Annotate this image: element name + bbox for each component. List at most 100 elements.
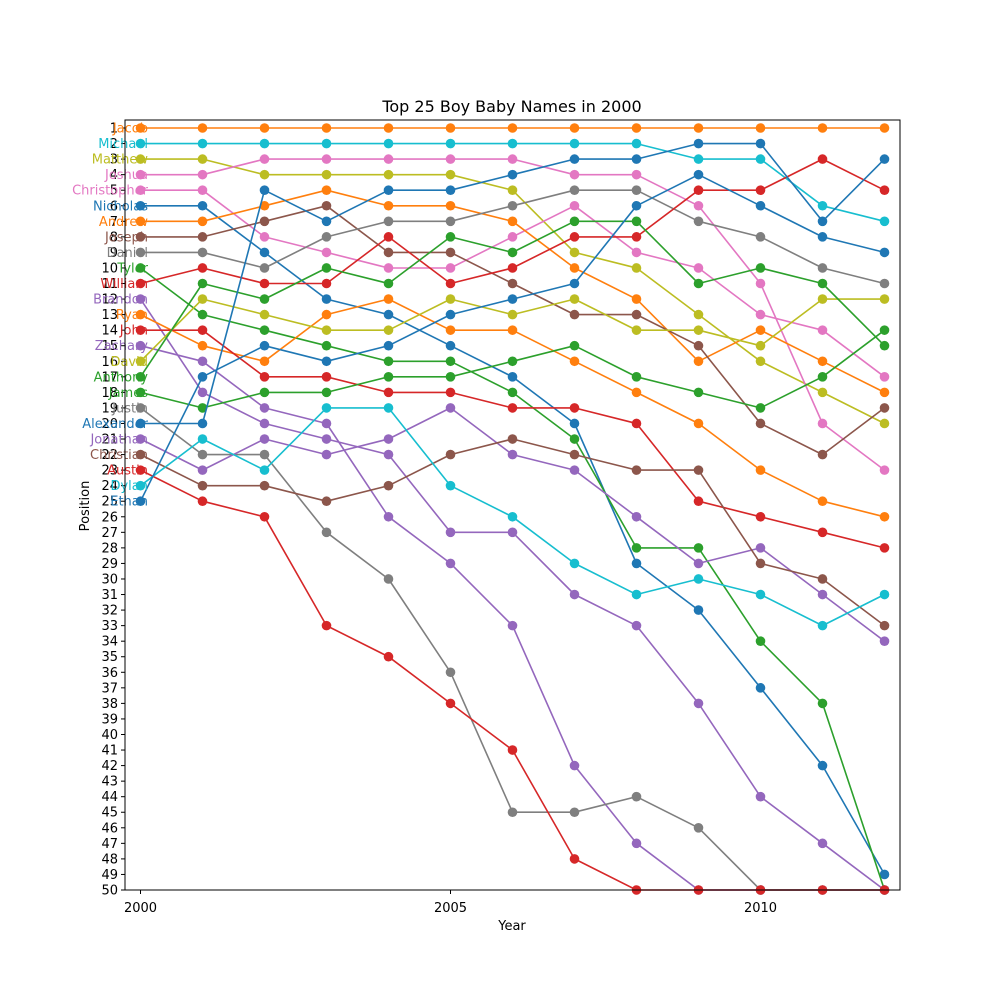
data-point-zachary	[383, 511, 394, 522]
data-point-nicholas	[135, 200, 146, 211]
data-point-james	[259, 387, 270, 398]
data-point-jonathan	[135, 434, 146, 444]
data-point-joseph	[197, 232, 208, 242]
data-point-brandon	[259, 418, 270, 429]
data-point-joseph	[507, 278, 518, 289]
data-point-ethan	[259, 340, 270, 351]
data-point-nicholas	[755, 683, 766, 693]
series-christian	[135, 434, 890, 631]
data-point-ryan	[135, 309, 146, 320]
data-point-austin	[197, 496, 208, 507]
data-point-nicholas	[693, 605, 704, 615]
data-point-ryan	[693, 418, 704, 429]
data-point-christian	[755, 558, 766, 569]
series-ryan	[135, 294, 890, 522]
data-point-ethan	[135, 496, 146, 507]
data-point-william	[817, 154, 828, 164]
data-point-william	[445, 278, 456, 289]
series-label-daniel: Daniel	[107, 246, 148, 261]
y-tick-label: 13	[101, 308, 118, 323]
y-tick-label: 3	[110, 153, 118, 168]
series-anthony	[135, 216, 890, 382]
data-point-dylan	[135, 480, 146, 491]
data-point-ryan	[197, 340, 208, 351]
y-tick-label: 48	[101, 852, 118, 867]
data-point-anthony	[321, 263, 332, 273]
data-point-james	[879, 325, 890, 335]
data-point-joshua	[135, 169, 146, 180]
axis-ticks: 2000 2005 20101234567891011121314151617181…	[101, 122, 777, 917]
y-tick-label: 17	[101, 370, 118, 385]
data-point-tyler	[197, 309, 208, 320]
data-point-david	[383, 325, 394, 335]
series-label-zachary: Zachary	[95, 339, 149, 354]
y-tick-label: 33	[101, 619, 118, 634]
data-point-dylan	[507, 511, 518, 522]
series-jacob	[135, 123, 890, 133]
data-point-james	[569, 340, 580, 351]
data-point-william	[259, 278, 270, 289]
data-point-nicholas	[197, 200, 208, 211]
data-point-justin	[507, 807, 518, 818]
data-point-ryan	[507, 325, 518, 335]
data-point-christopher	[383, 263, 394, 273]
data-point-zachary	[569, 760, 580, 771]
data-point-anthony	[259, 294, 270, 304]
series-label-joshua: Joshua	[104, 168, 148, 183]
data-point-matthew	[507, 185, 518, 196]
data-point-christian	[135, 449, 146, 460]
data-point-anthony	[507, 247, 518, 258]
data-point-alexander	[755, 138, 766, 149]
data-point-alexander	[569, 154, 580, 164]
y-tick-label: 14	[101, 324, 118, 339]
series-label-christian: Christian	[90, 448, 148, 463]
data-point-justin	[259, 449, 270, 460]
series-william	[135, 154, 890, 289]
data-point-jonathan	[321, 449, 332, 460]
data-point-matthew	[321, 169, 332, 180]
data-point-zachary	[445, 558, 456, 569]
data-point-anthony	[569, 216, 580, 227]
data-point-matthew	[879, 418, 890, 429]
data-point-joseph	[383, 247, 394, 258]
series-label-christopher: Christopher	[72, 184, 149, 199]
data-point-james	[817, 372, 828, 382]
data-point-matthew	[631, 263, 642, 273]
y-tick-label: 32	[101, 604, 118, 619]
data-point-andrew	[569, 263, 580, 273]
data-point-alexander	[817, 216, 828, 227]
data-point-zachary	[507, 620, 518, 631]
series-group	[135, 123, 890, 895]
data-point-christian	[817, 574, 828, 584]
data-point-james	[507, 356, 518, 367]
y-tick-label: 7	[110, 215, 118, 230]
data-point-anthony	[383, 278, 394, 289]
y-tick-label: 44	[101, 790, 118, 805]
data-point-david	[259, 309, 270, 320]
data-point-brandon	[693, 698, 704, 709]
series-label-william: William	[100, 277, 148, 292]
data-point-dylan	[817, 620, 828, 631]
data-point-james	[755, 403, 766, 413]
data-point-jacob	[755, 123, 766, 133]
x-tick-label: 2010	[744, 901, 777, 916]
data-point-brandon	[755, 791, 766, 802]
data-point-austin	[507, 745, 518, 755]
data-point-john	[693, 496, 704, 507]
y-tick-label: 6	[110, 199, 118, 214]
series-name-labels: JacobMichaelMatthewJoshuaChristopherNich…	[72, 122, 149, 510]
series-brandon	[135, 294, 890, 895]
data-point-daniel	[135, 247, 146, 258]
data-point-brandon	[135, 294, 146, 304]
data-point-andrew	[197, 216, 208, 227]
data-point-david	[507, 309, 518, 320]
data-point-james	[631, 372, 642, 382]
data-point-daniel	[197, 247, 208, 258]
data-point-dylan	[631, 589, 642, 600]
data-point-ethan	[569, 278, 580, 289]
y-tick-label: 21	[101, 433, 118, 448]
data-point-david	[879, 294, 890, 304]
data-point-alexander	[259, 185, 270, 196]
series-andrew	[135, 185, 890, 398]
